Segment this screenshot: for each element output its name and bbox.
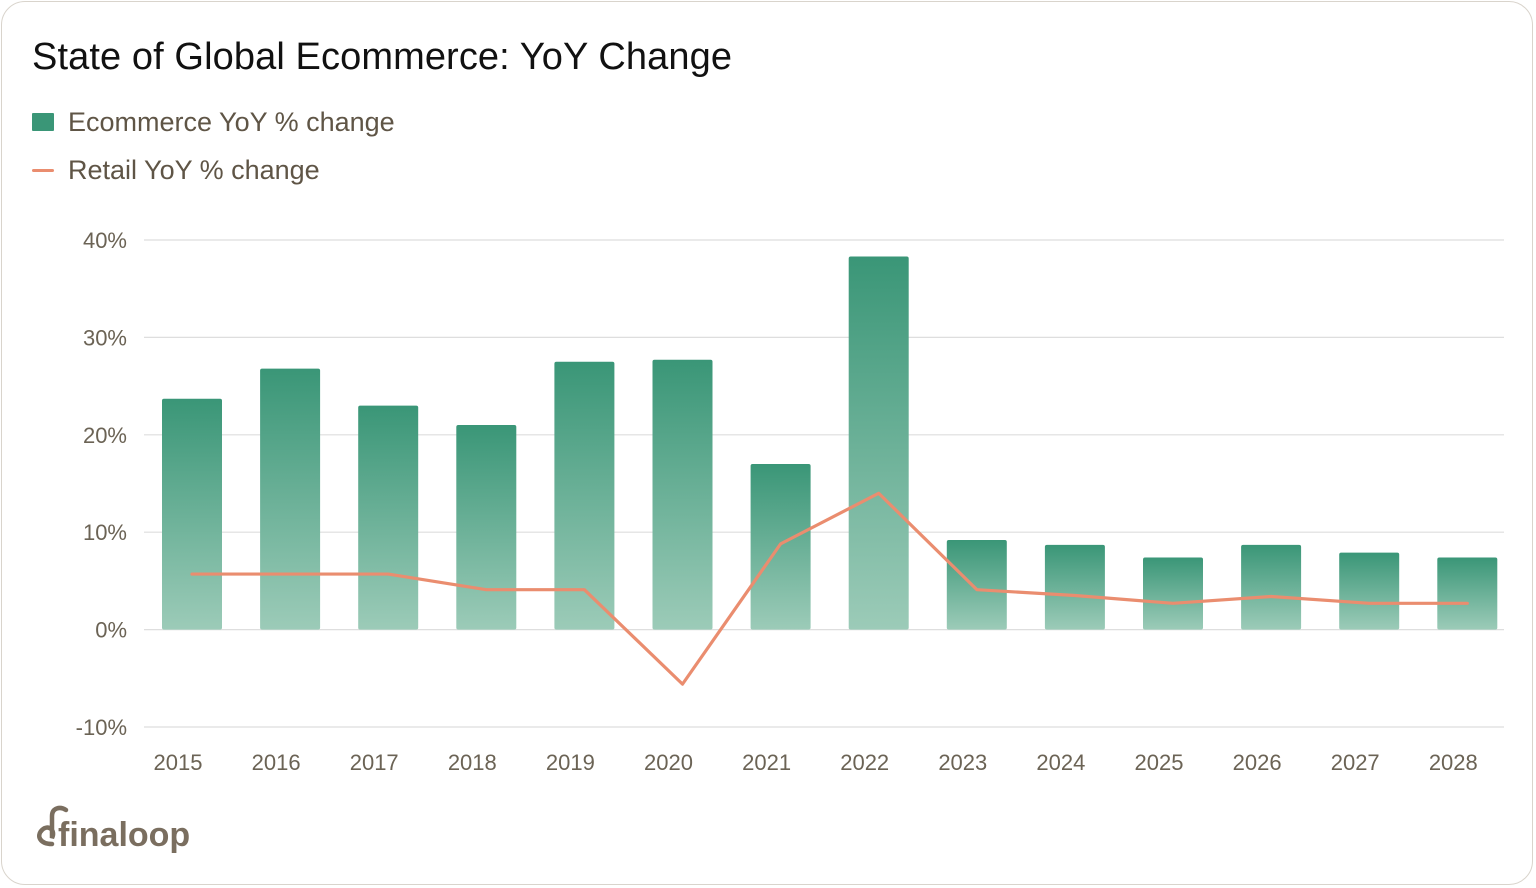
bar-ecommerce-2021 — [750, 464, 811, 630]
legend-item-retail: Retail YoY % change — [32, 146, 395, 194]
bar-ecommerce-2022 — [848, 256, 909, 630]
point-retail-2016 — [288, 572, 292, 576]
x-tick-label: 2020 — [644, 750, 693, 775]
y-tick-label: 20% — [83, 423, 127, 448]
chart-plot: 40%30%20%10%0%-10% 2015 2016 2017 2018 2019 2… — [76, 228, 1504, 775]
grid-lines — [144, 239, 1504, 728]
legend-label-ecommerce: Ecommerce YoY % change — [68, 106, 395, 137]
bar-ecommerce-2019 — [554, 361, 615, 630]
point-retail-2027 — [1368, 602, 1371, 605]
x-tick-label: 2018 — [448, 750, 497, 775]
x-tick-label: 2016 — [252, 750, 301, 775]
x-tick-label: 2021 — [742, 750, 791, 775]
bar-ecommerce-2016 — [260, 368, 321, 630]
bar-ecommerce-2027 — [1339, 552, 1400, 630]
x-tick-label: 2023 — [938, 750, 987, 775]
point-retail-2024 — [1073, 594, 1077, 597]
x-tick-label: 2024 — [1036, 750, 1085, 775]
brand-wordmark: finaloop — [58, 816, 190, 854]
point-retail-2017 — [387, 572, 390, 576]
y-tick-label: 40% — [83, 228, 127, 253]
y-axis-ticks: 40% 30% 20% 10% 0% -10% — [76, 228, 127, 740]
x-tick-label: 2026 — [1233, 750, 1282, 775]
point-retail-2021 — [779, 542, 782, 546]
x-tick-label: 2025 — [1135, 750, 1184, 775]
bar-ecommerce-2026 — [1241, 544, 1302, 630]
line-retail — [190, 491, 1469, 686]
line-series-retail — [190, 491, 1469, 686]
chart-title: State of Global Ecommerce: YoY Change — [32, 36, 733, 78]
legend-swatch-line — [32, 168, 54, 172]
point-retail-2022 — [877, 492, 880, 495]
y-tick-label: 30% — [83, 325, 127, 350]
logo-mark — [37, 805, 69, 847]
chart-legend: Ecommerce YoY % change Retail YoY % chan… — [32, 98, 395, 194]
point-retail-2019 — [583, 588, 586, 591]
point-retail-2023 — [975, 588, 978, 591]
bar-ecommerce-2028 — [1437, 557, 1498, 630]
finaloop-logo: finaloop — [37, 805, 190, 854]
x-tick-label: 2022 — [840, 750, 889, 775]
x-tick-label: 2017 — [350, 750, 399, 775]
bar-ecommerce-2018 — [456, 425, 517, 630]
bar-ecommerce-2025 — [1143, 557, 1203, 630]
point-retail-2015 — [190, 572, 194, 576]
point-retail-2025 — [1171, 602, 1175, 605]
legend-label-retail: Retail YoY % change — [68, 154, 320, 185]
bar-ecommerce-2024 — [1044, 544, 1105, 630]
point-retail-2028 — [1466, 602, 1469, 605]
bar-ecommerce-2020 — [652, 359, 713, 630]
legend-swatch-bar — [32, 113, 54, 131]
bar-ecommerce-2015 — [162, 398, 222, 630]
x-tick-label: 2028 — [1429, 750, 1478, 775]
x-tick-label: 2019 — [546, 750, 595, 775]
bar-series-ecommerce — [162, 256, 1498, 630]
y-tick-label: 10% — [83, 520, 127, 545]
legend-item-ecommerce: Ecommerce YoY % change — [32, 98, 395, 146]
bar-ecommerce-2023 — [946, 539, 1007, 630]
x-tick-label: 2027 — [1331, 750, 1380, 775]
x-tick-label: 2015 — [154, 750, 203, 775]
y-tick-label: -10% — [76, 715, 127, 740]
bar-ecommerce-2017 — [358, 405, 419, 630]
y-tick-label: 0% — [95, 618, 127, 643]
point-retail-2020 — [681, 682, 684, 686]
point-retail-2018 — [485, 588, 488, 591]
x-axis-ticks: 2015 2016 2017 2018 2019 2020 2021 2022 2023 2024… — [154, 750, 1478, 775]
point-retail-2026 — [1269, 595, 1273, 598]
